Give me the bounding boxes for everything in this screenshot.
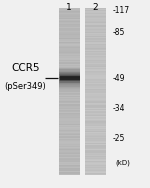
- Text: (pSer349): (pSer349): [5, 82, 46, 91]
- Text: -85: -85: [112, 28, 125, 37]
- Text: (kD): (kD): [116, 159, 130, 166]
- Text: -25: -25: [112, 134, 125, 143]
- Text: -49: -49: [112, 74, 125, 83]
- Text: 2: 2: [92, 3, 98, 12]
- Text: 1: 1: [66, 3, 72, 12]
- Text: CCR5: CCR5: [11, 63, 40, 73]
- Text: -34: -34: [112, 104, 125, 113]
- Text: -117: -117: [112, 6, 130, 15]
